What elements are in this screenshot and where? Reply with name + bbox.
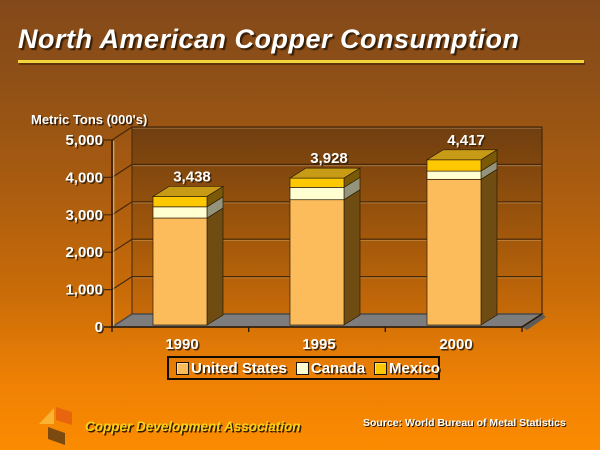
category-label-1995: 1995: [302, 336, 335, 353]
legend-swatch-mexico: [374, 361, 388, 375]
bar-1990-united-states-side: [206, 207, 224, 326]
y-axis-title: Metric Tons (000's): [31, 112, 148, 127]
bar-1995: [288, 167, 362, 326]
y-tick-label-1000: 1,000: [65, 282, 103, 299]
legend-swatch-united-states: [176, 361, 189, 375]
category-label-2000: 2000: [439, 336, 472, 353]
bar-2000-united-states-side: [480, 168, 498, 326]
total-label-1995: 3,928: [310, 150, 348, 167]
logo-triangle: [39, 408, 54, 424]
y-tick-label-5000: 5,000: [65, 132, 103, 149]
y-tick-label-1000-shadow: 1,000: [67, 283, 105, 300]
legend-label-united-states: United States: [191, 359, 287, 377]
source-note: Source: World Bureau of Metal Statistics: [363, 417, 566, 429]
y-tick-label-2000: 2,000: [65, 244, 103, 261]
grid-line-5000: [104, 126, 542, 141]
category-label-1995-shadow: 1995: [304, 338, 337, 355]
y-tick-label-0: 0: [95, 319, 103, 336]
chart-legend: United States Canada Mexico: [167, 356, 440, 380]
logo-parallelogram-bottom: [48, 427, 65, 445]
logo-parallelogram-top: [56, 407, 72, 425]
y-tick-label-4000-shadow: 4,000: [67, 171, 105, 188]
slide-title: North American Copper Consumption: [18, 24, 520, 54]
total-label-2000: 4,417: [447, 132, 485, 149]
y-tick-label-2000-shadow: 2,000: [67, 246, 105, 263]
legend-label-canada: Canada: [310, 359, 366, 377]
bar-2000-mexico-front: [426, 159, 482, 172]
category-label-1990: 1990: [165, 336, 198, 353]
bar-1990-united-states-front: [152, 217, 208, 326]
bar-2000-canada-front: [426, 170, 482, 180]
bar-1995-mexico-front: [289, 177, 345, 188]
bar-1990-canada-front: [152, 206, 208, 219]
total-label-1995-shadow: 3,928: [312, 152, 350, 169]
cda-logo-icon: [39, 407, 72, 445]
y-tick-label-3000-shadow: 3,000: [67, 208, 105, 225]
y-tick-label-3000: 3,000: [65, 207, 103, 224]
footer-organization: Copper Development Association: [85, 419, 301, 434]
bar-1990-mexico-top: [151, 186, 225, 197]
bar-1995-canada-front: [289, 187, 345, 201]
legend-swatch-canada: [295, 361, 309, 375]
legend-item-mexico: Mexico: [374, 360, 440, 377]
legend-label-mexico: Mexico: [389, 359, 440, 377]
y-tick-label-5000-shadow: 5,000: [67, 134, 105, 151]
bar-2000-mexico-top: [425, 149, 499, 161]
bar-1990: [151, 185, 225, 326]
total-label-1990: 3,438: [173, 168, 211, 185]
y-tick-label-4000: 4,000: [65, 169, 103, 186]
title-underline: [18, 60, 584, 63]
bar-1995-mexico-top: [288, 167, 362, 179]
y-tick-label-0-shadow: 0: [96, 321, 104, 338]
bar-2000-united-states-front: [426, 178, 482, 326]
legend-item-canada: Canada: [295, 359, 366, 377]
bar-1995-united-states-side: [343, 189, 361, 326]
legend-item-united-states: United States: [176, 360, 287, 377]
total-label-2000-shadow: 4,417: [449, 133, 487, 150]
chart-floor-right-edge: [522, 314, 546, 330]
category-label-1990-shadow: 1990: [167, 338, 200, 355]
total-label-1990-shadow: 3,438: [175, 170, 213, 187]
bar-2000: [425, 149, 499, 326]
category-label-2000-shadow: 2000: [441, 338, 474, 355]
grid-line-4000: [104, 163, 542, 178]
bar-1995-united-states-front: [289, 199, 345, 326]
bar-1990-mexico-front: [152, 196, 208, 208]
